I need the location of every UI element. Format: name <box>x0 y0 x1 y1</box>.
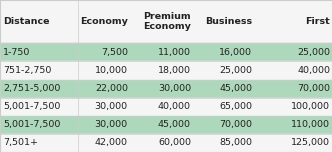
Bar <box>0 79 332 98</box>
Text: 30,000: 30,000 <box>158 84 191 93</box>
Text: 751-2,750: 751-2,750 <box>3 66 52 75</box>
Text: 40,000: 40,000 <box>297 66 330 75</box>
Text: First: First <box>305 17 330 26</box>
Text: 11,000: 11,000 <box>158 48 191 57</box>
Text: 45,000: 45,000 <box>158 120 191 129</box>
Text: 100,000: 100,000 <box>291 102 330 111</box>
Text: 18,000: 18,000 <box>158 66 191 75</box>
Text: 65,000: 65,000 <box>219 102 252 111</box>
Text: 25,000: 25,000 <box>297 48 330 57</box>
Text: 22,000: 22,000 <box>95 84 128 93</box>
Text: Economy: Economy <box>80 17 128 26</box>
Text: 110,000: 110,000 <box>291 120 330 129</box>
Text: Premium
Economy: Premium Economy <box>143 12 191 31</box>
Text: 125,000: 125,000 <box>291 138 330 147</box>
Text: 60,000: 60,000 <box>158 138 191 147</box>
Text: 7,500: 7,500 <box>101 48 128 57</box>
Text: 70,000: 70,000 <box>219 120 252 129</box>
Text: 7,501+: 7,501+ <box>3 138 38 147</box>
Text: 25,000: 25,000 <box>219 66 252 75</box>
Text: 45,000: 45,000 <box>219 84 252 93</box>
Text: 42,000: 42,000 <box>95 138 128 147</box>
Bar <box>0 116 332 134</box>
Text: 16,000: 16,000 <box>219 48 252 57</box>
Text: 70,000: 70,000 <box>297 84 330 93</box>
Bar <box>0 98 332 116</box>
Text: 10,000: 10,000 <box>95 66 128 75</box>
Text: 85,000: 85,000 <box>219 138 252 147</box>
Text: Distance: Distance <box>3 17 50 26</box>
Text: 1-750: 1-750 <box>3 48 31 57</box>
Text: 5,001-7,500: 5,001-7,500 <box>3 102 61 111</box>
Text: 40,000: 40,000 <box>158 102 191 111</box>
Text: 2,751-5,000: 2,751-5,000 <box>3 84 61 93</box>
Text: 30,000: 30,000 <box>95 120 128 129</box>
Bar <box>0 43 332 61</box>
Text: 30,000: 30,000 <box>95 102 128 111</box>
Text: 5,001-7,500: 5,001-7,500 <box>3 120 61 129</box>
Bar <box>0 134 332 152</box>
Bar <box>0 0 332 43</box>
Text: Business: Business <box>205 17 252 26</box>
Bar <box>0 61 332 79</box>
